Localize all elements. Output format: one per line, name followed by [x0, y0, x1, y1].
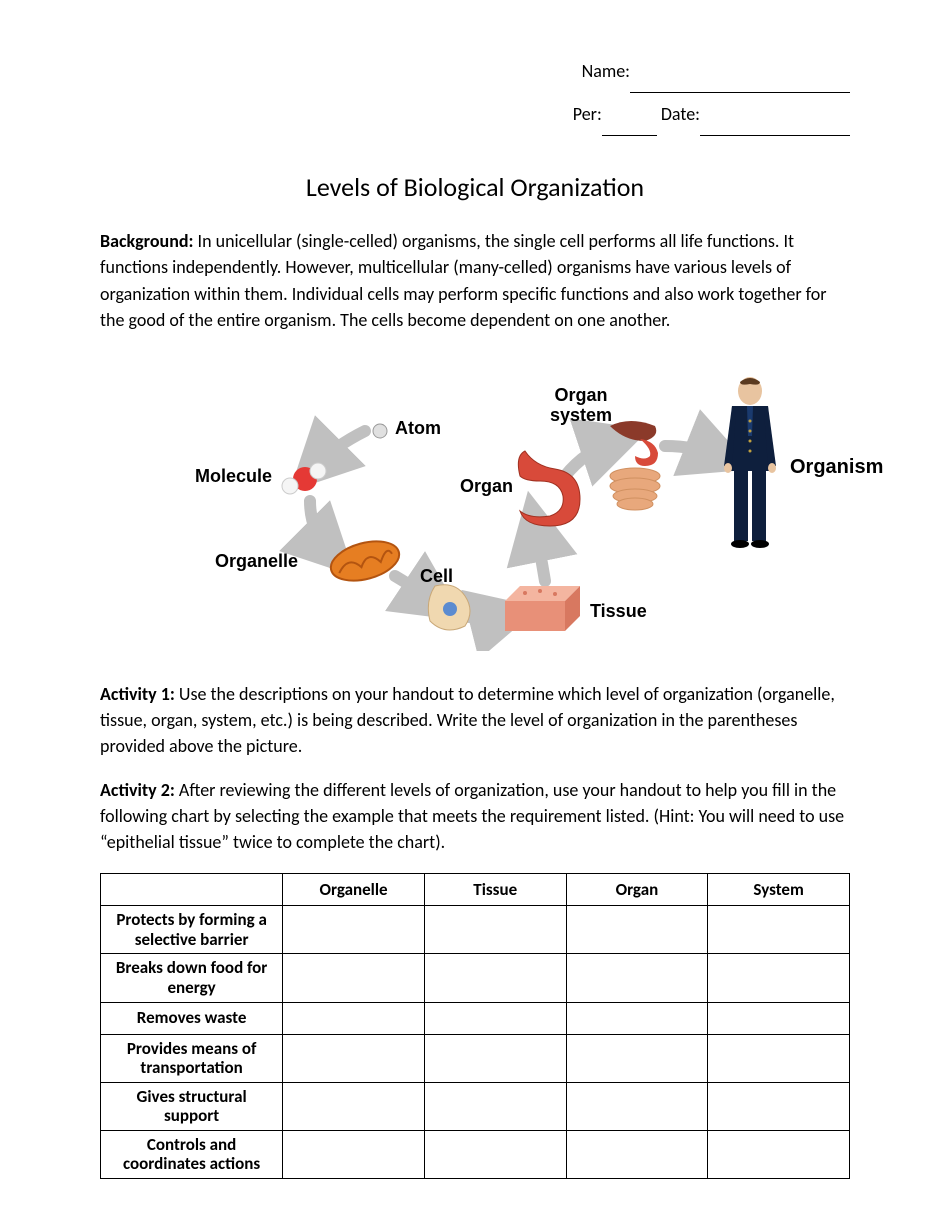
answer-cell[interactable] — [708, 954, 850, 1002]
background-label: Background: — [100, 230, 193, 252]
label-organ-system: Organsystem — [550, 386, 612, 426]
answer-cell[interactable] — [708, 1082, 850, 1130]
label-atom: Atom — [395, 418, 441, 439]
answer-cell[interactable] — [566, 954, 708, 1002]
activity2-text: After reviewing the different levels of … — [100, 779, 844, 853]
row-heading: Gives structural support — [101, 1082, 283, 1130]
answer-cell[interactable] — [283, 1130, 425, 1178]
answer-cell[interactable] — [424, 906, 566, 954]
answer-cell[interactable] — [283, 1082, 425, 1130]
date-label: Date: — [661, 103, 700, 125]
answer-cell[interactable] — [566, 1034, 708, 1082]
header-system: System — [708, 874, 850, 906]
answer-cell[interactable] — [424, 1082, 566, 1130]
answer-cell[interactable] — [424, 1034, 566, 1082]
row-heading: Controls and coordinates actions — [101, 1130, 283, 1178]
activity1-text: Use the descriptions on your handout to … — [100, 683, 835, 757]
row-heading: Breaks down food for energy — [101, 954, 283, 1002]
row-heading: Protects by forming a selective barrier — [101, 906, 283, 954]
per-blank[interactable] — [602, 117, 657, 137]
label-tissue: Tissue — [590, 601, 647, 622]
answer-cell[interactable] — [424, 1130, 566, 1178]
table-header-row: Organelle Tissue Organ System — [101, 874, 850, 906]
answer-cell[interactable] — [708, 906, 850, 954]
activity2-label: Activity 2: — [100, 779, 175, 801]
background-text: In unicellular (single-celled) organisms… — [100, 230, 827, 330]
answer-cell[interactable] — [566, 1082, 708, 1130]
activity1-paragraph: Activity 1: Use the descriptions on your… — [100, 681, 850, 759]
answer-cell[interactable] — [283, 906, 425, 954]
activity2-paragraph: Activity 2: After reviewing the differen… — [100, 777, 850, 855]
header-organelle: Organelle — [283, 874, 425, 906]
background-paragraph: Background: In unicellular (single-celle… — [100, 228, 850, 332]
answer-cell[interactable] — [708, 1034, 850, 1082]
organization-chart-table: Organelle Tissue Organ System Protects b… — [100, 873, 850, 1178]
answer-cell[interactable] — [283, 1034, 425, 1082]
answer-cell[interactable] — [424, 954, 566, 1002]
date-blank[interactable] — [700, 117, 850, 137]
per-label: Per: — [573, 103, 602, 125]
header-tissue: Tissue — [424, 874, 566, 906]
table-row: Protects by forming a selective barrier — [101, 906, 850, 954]
answer-cell[interactable] — [566, 906, 708, 954]
table-row: Controls and coordinates actions — [101, 1130, 850, 1178]
header-blank — [101, 874, 283, 906]
label-molecule: Molecule — [195, 466, 272, 487]
label-cell: Cell — [420, 566, 453, 587]
table-row: Gives structural support — [101, 1082, 850, 1130]
answer-cell[interactable] — [566, 1002, 708, 1034]
table-row: Removes waste — [101, 1002, 850, 1034]
answer-cell[interactable] — [424, 1002, 566, 1034]
answer-cell[interactable] — [283, 1002, 425, 1034]
answer-cell[interactable] — [708, 1130, 850, 1178]
answer-cell[interactable] — [566, 1130, 708, 1178]
page-title: Levels of Biological Organization — [100, 171, 850, 203]
activity1-label: Activity 1: — [100, 683, 175, 705]
biological-levels-diagram: Atom Molecule Organelle Cell Tissue Orga… — [165, 351, 785, 651]
name-label: Name: — [582, 60, 630, 82]
table-row: Breaks down food for energy — [101, 954, 850, 1002]
label-organism: Organism — [790, 456, 883, 479]
label-organ: Organ — [460, 476, 513, 497]
row-heading: Removes waste — [101, 1002, 283, 1034]
row-heading: Provides means of transportation — [101, 1034, 283, 1082]
header-fields: Name: Per: Date: — [480, 50, 850, 136]
header-organ: Organ — [566, 874, 708, 906]
label-organelle: Organelle — [215, 551, 298, 572]
diagram-svg — [165, 351, 785, 651]
answer-cell[interactable] — [708, 1002, 850, 1034]
table-row: Provides means of transportation — [101, 1034, 850, 1082]
name-blank[interactable] — [630, 73, 850, 93]
answer-cell[interactable] — [283, 954, 425, 1002]
